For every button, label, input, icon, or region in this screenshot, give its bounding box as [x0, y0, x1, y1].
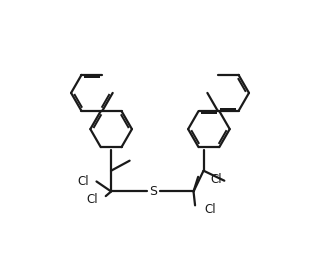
- Text: Cl: Cl: [86, 193, 98, 206]
- Text: Cl: Cl: [77, 175, 89, 188]
- Text: Cl: Cl: [204, 204, 216, 216]
- Text: Cl: Cl: [210, 173, 222, 186]
- Text: S: S: [149, 185, 157, 198]
